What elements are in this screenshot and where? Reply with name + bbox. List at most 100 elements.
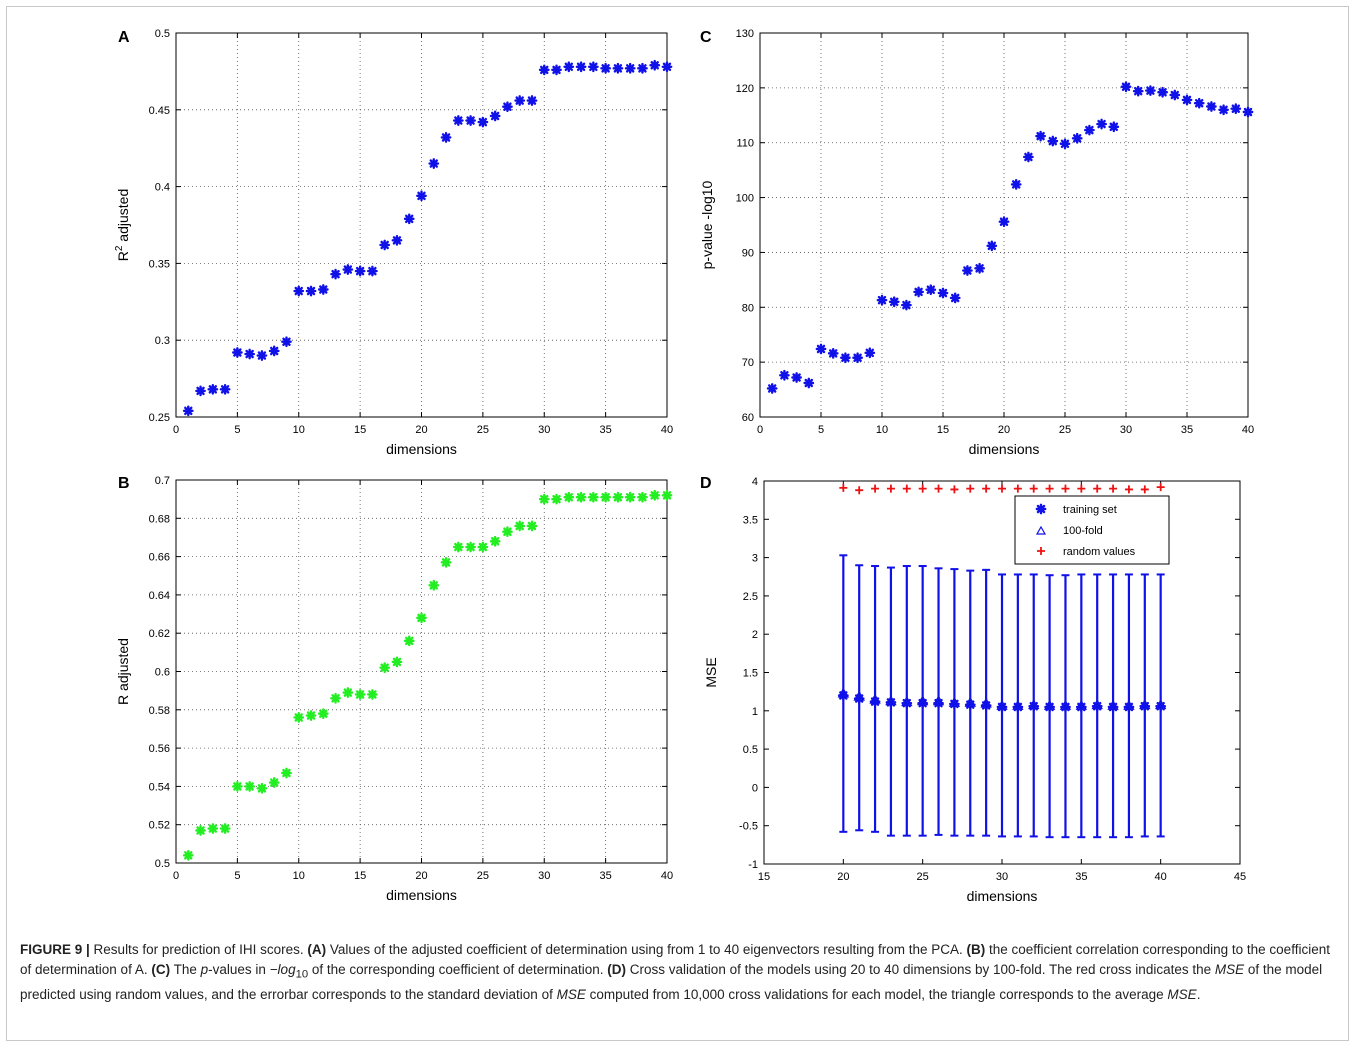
- x-tick-label: 40: [1242, 424, 1254, 436]
- x-tick-label: 15: [758, 871, 770, 883]
- y-axis-label: R2 adjusted: [114, 189, 131, 262]
- data-point: [600, 491, 612, 503]
- random-value-point: [871, 484, 880, 493]
- y-axis-label: R adjusted: [115, 638, 131, 705]
- y-tick-label: 3.5: [743, 514, 758, 526]
- y-tick-label: 2: [752, 629, 758, 641]
- random-value-point: [1109, 484, 1118, 493]
- training-set-point: [949, 698, 960, 710]
- data-point: [1059, 138, 1071, 150]
- x-axis-label: dimensions: [386, 441, 457, 457]
- x-tick-label: 15: [937, 424, 949, 436]
- x-tick-label: 35: [600, 870, 612, 882]
- data-point: [231, 347, 243, 358]
- random-value-point: [982, 484, 991, 493]
- data-point: [563, 61, 575, 73]
- legend-entry: training set: [1063, 504, 1117, 516]
- caption-ref-b: (B): [966, 942, 986, 957]
- data-point: [1096, 118, 1107, 130]
- x-tick-label: 5: [234, 424, 240, 436]
- x-tick-label: 5: [234, 870, 240, 882]
- random-value-point: [950, 485, 959, 494]
- data-point: [293, 285, 305, 297]
- y-tick-label: 0.54: [149, 781, 170, 793]
- data-point: [649, 59, 661, 71]
- y-tick-label: 1.5: [743, 668, 758, 680]
- legend: training set 100-fold random values: [1014, 495, 1170, 565]
- data-point: [1120, 81, 1132, 93]
- data-point: [305, 285, 317, 297]
- training-set-point: [980, 700, 992, 711]
- panel-letter: D: [700, 475, 712, 492]
- x-axis-label: dimensions: [386, 887, 457, 903]
- data-point: [305, 710, 317, 721]
- y-tick-label: 0.35: [149, 258, 170, 270]
- data-point: [840, 352, 851, 364]
- y-axis-label-sup: 2: [114, 245, 125, 251]
- data-point: [416, 612, 427, 624]
- data-point: [1181, 94, 1193, 106]
- training-set-point: [1107, 701, 1119, 713]
- data-point: [949, 292, 961, 304]
- data-point: [587, 491, 599, 503]
- y-tick-label: 70: [742, 357, 754, 369]
- data-point: [256, 782, 268, 794]
- y-tick-label: 80: [742, 302, 754, 314]
- x-tick-label: 15: [354, 424, 366, 436]
- y-tick-label: 0: [752, 782, 758, 794]
- data-point: [489, 535, 501, 547]
- random-value-point: [934, 484, 943, 493]
- caption-text: -values in: [208, 961, 270, 977]
- data-point: [281, 767, 292, 779]
- random-value-point: [1124, 485, 1133, 494]
- data-point: [925, 284, 937, 296]
- data-point: [465, 115, 476, 126]
- x-tick-label: 30: [996, 871, 1008, 883]
- y-tick-label: -0.5: [739, 821, 758, 833]
- data-point: [391, 656, 403, 668]
- caption-text: computed from 10,000 cross validations f…: [585, 986, 1168, 1002]
- figure-caption: FIGURE 9 | Results for prediction of IHI…: [20, 940, 1338, 1004]
- training-set-point: [1060, 701, 1071, 713]
- x-tick-label: 20: [998, 424, 1010, 436]
- data-point: [502, 101, 513, 113]
- data-point: [195, 825, 206, 836]
- data-point: [661, 61, 673, 73]
- caption-mse: MSE: [1214, 961, 1245, 977]
- training-set-point: [837, 690, 849, 701]
- data-point: [379, 662, 391, 674]
- x-tick-label: 35: [1075, 871, 1087, 883]
- data-point: [354, 265, 366, 277]
- x-tick-label: 0: [757, 424, 763, 436]
- caption-text: The: [170, 961, 201, 977]
- training-set-point: [917, 697, 929, 709]
- x-axis-label: dimensions: [969, 441, 1040, 457]
- legend-triangle-icon: [1035, 525, 1047, 535]
- y-tick-label: 130: [736, 28, 754, 40]
- y-axis-label-part: R: [115, 251, 131, 261]
- data-point: [779, 369, 790, 381]
- x-tick-label: 30: [538, 424, 550, 436]
- data-point: [876, 294, 888, 306]
- data-point: [465, 541, 476, 553]
- data-point: [803, 377, 815, 389]
- data-point: [1047, 135, 1059, 147]
- training-set-point: [1139, 700, 1151, 712]
- data-point: [600, 62, 612, 74]
- training-set-point: [1155, 700, 1167, 712]
- y-axis-label: p-value -log10: [699, 180, 715, 269]
- data-point: [1084, 124, 1095, 136]
- data-point: [637, 62, 648, 74]
- caption-text: of the model predicted using random valu…: [20, 961, 1323, 1002]
- data-point: [612, 491, 624, 503]
- data-point: [827, 347, 839, 359]
- random-value-point: [966, 484, 975, 493]
- data-point: [219, 383, 231, 395]
- y-tick-label: 0.7: [155, 475, 170, 487]
- x-tick-label: 0: [173, 424, 179, 436]
- data-point: [268, 777, 280, 788]
- data-point: [1035, 130, 1046, 142]
- caption-ref-d: (D): [607, 961, 627, 977]
- data-point: [342, 264, 354, 275]
- data-point: [913, 286, 924, 298]
